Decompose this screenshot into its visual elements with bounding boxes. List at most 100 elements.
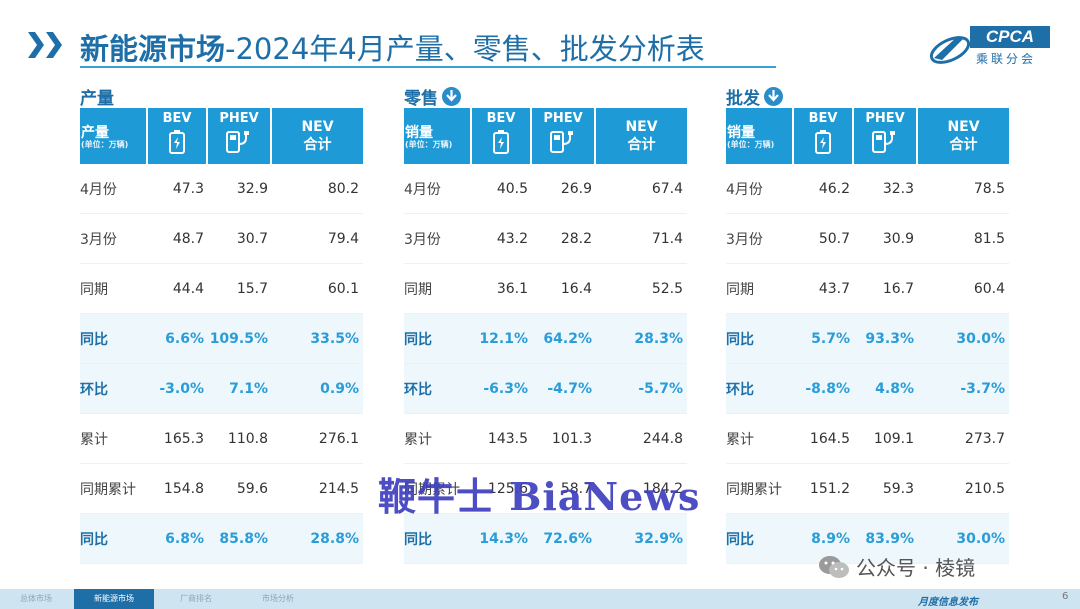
header-unit: (单位：万辆): [81, 140, 129, 149]
header-metric: 销量 (单位：万辆): [726, 108, 794, 164]
cell-nev: 184.2: [596, 464, 687, 514]
cell-bev: 5.7%: [794, 314, 854, 364]
cell-phev: 110.8: [208, 414, 272, 464]
page-title-bold: 新能源市场: [80, 32, 226, 66]
cell-nev: 276.1: [272, 414, 363, 464]
cell-bev: 8.9%: [794, 514, 854, 564]
row-label: 同期累计: [726, 464, 794, 514]
panel-title-text: 批发: [726, 88, 760, 109]
cell-bev: 143.5: [472, 414, 532, 464]
row-label: 累计: [726, 414, 794, 464]
footer-nav: 总体市场 新能源市场 厂商排名 市场分析 月度信息发布 6: [0, 589, 1080, 609]
panel-title: 批发: [726, 84, 1009, 109]
footer-tab-overall[interactable]: 总体市场: [20, 594, 52, 603]
cell-nev: 28.3%: [596, 314, 687, 364]
header-nev-bottom: 合计: [949, 137, 978, 153]
panel-title-text: 零售: [404, 88, 438, 109]
cell-phev: 26.9: [532, 164, 596, 214]
cell-bev: 43.2: [472, 214, 532, 264]
table-row: 累计 143.5 101.3 244.8: [404, 414, 687, 464]
table-row: 环比 -6.3% -4.7% -5.7%: [404, 364, 687, 414]
table-row: 环比 -3.0% 7.1% 0.9%: [80, 364, 363, 414]
cell-nev: 60.4: [918, 264, 1009, 314]
footer-release: 月度信息发布: [918, 597, 978, 608]
cell-phev: 32.9: [208, 164, 272, 214]
header-unit: (单位：万辆): [405, 140, 453, 149]
page-title-rest: -2024年4月产量、零售、批发分析表: [225, 32, 705, 66]
cell-bev: 44.4: [148, 264, 208, 314]
cell-phev: 109.5%: [208, 314, 272, 364]
row-label: 4月份: [80, 164, 148, 214]
cell-bev: 12.1%: [472, 314, 532, 364]
hybrid-charger-icon: [226, 131, 249, 153]
cell-bev: -3.0%: [148, 364, 208, 414]
arrow-down-icon[interactable]: [764, 86, 783, 106]
header-nev-bottom: 合计: [303, 137, 332, 153]
battery-icon: [169, 130, 185, 154]
cell-nev: 32.9%: [596, 514, 687, 564]
panel-title: 产量: [80, 84, 363, 109]
cell-bev: -6.3%: [472, 364, 532, 414]
cell-phev: 72.6%: [532, 514, 596, 564]
cell-phev: 30.9: [854, 214, 918, 264]
row-label: 环比: [404, 364, 472, 414]
cell-phev: 30.7: [208, 214, 272, 264]
cell-bev: 47.3: [148, 164, 208, 214]
table-row: 累计 165.3 110.8 276.1: [80, 414, 363, 464]
arrow-down-icon[interactable]: [442, 86, 461, 106]
table-row: 同比 5.7% 93.3% 30.0%: [726, 314, 1009, 364]
header-metric-label: 产量: [81, 125, 109, 141]
footer-tab-ranking[interactable]: 厂商排名: [180, 594, 212, 603]
table-row: 4月份 46.2 32.3 78.5: [726, 164, 1009, 214]
table-row: 同期累计 154.8 59.6 214.5: [80, 464, 363, 514]
table-row: 同比 6.8% 85.8% 28.8%: [80, 514, 363, 564]
header-bev-label: BEV: [162, 111, 192, 126]
table-row: 同期累计 151.2 59.3 210.5: [726, 464, 1009, 514]
header-bev-label: BEV: [808, 111, 838, 126]
watermark: 鞭牛士 BiaNews: [378, 474, 701, 519]
header-metric-label: 销量: [727, 125, 755, 141]
header-bev: BEV: [472, 108, 532, 164]
cell-nev: 30.0%: [918, 514, 1009, 564]
header-nev-bottom: 合计: [627, 137, 656, 153]
title-underline: [80, 66, 776, 68]
header-phev-label: PHEV: [219, 111, 259, 126]
row-label: 同比: [404, 314, 472, 364]
data-table: 销量 (单位：万辆) BEV PHEV NEV 合计 4月份 46.2 32.3 78.5 3月份 5…: [726, 108, 1009, 564]
header-bev: BEV: [794, 108, 854, 164]
chevron-right-icon: [28, 32, 44, 58]
cell-phev: 83.9%: [854, 514, 918, 564]
row-label: 同期累计: [404, 464, 472, 514]
cell-nev: 214.5: [272, 464, 363, 514]
panel-2: 批发 销量 (单位：万辆) BEV PHEV NEV 合计 4月份 46.2 32.3 78.5 3月…: [726, 84, 1009, 564]
cell-phev: 64.2%: [532, 314, 596, 364]
cell-bev: -8.8%: [794, 364, 854, 414]
cell-nev: 67.4: [596, 164, 687, 214]
cell-bev: 40.5: [472, 164, 532, 214]
row-label: 同期累计: [80, 464, 148, 514]
row-label: 同期: [726, 264, 794, 314]
cell-phev: 32.3: [854, 164, 918, 214]
table-row: 同比 12.1% 64.2% 28.3%: [404, 314, 687, 364]
cell-phev: 59.3: [854, 464, 918, 514]
cell-phev: 59.6: [208, 464, 272, 514]
table-row: 4月份 47.3 32.9 80.2: [80, 164, 363, 214]
logo-text: CPCA: [970, 26, 1050, 48]
cell-bev: 14.3%: [472, 514, 532, 564]
table-row: 同期 36.1 16.4 52.5: [404, 264, 687, 314]
footer-tab-analysis[interactable]: 市场分析: [262, 594, 294, 603]
table-row: 环比 -8.8% 4.8% -3.7%: [726, 364, 1009, 414]
header-phev: PHEV: [532, 108, 596, 164]
header-metric: 产量 (单位：万辆): [80, 108, 148, 164]
panel-title: 零售: [404, 84, 687, 109]
cell-bev: 164.5: [794, 414, 854, 464]
footer-tab-nev[interactable]: 新能源市场: [74, 589, 154, 609]
cell-bev: 43.7: [794, 264, 854, 314]
wechat-icon: [819, 555, 849, 578]
row-label: 同比: [726, 514, 794, 564]
row-label: 同比: [726, 314, 794, 364]
chevron-right-icon: [46, 32, 62, 58]
cell-phev: 16.7: [854, 264, 918, 314]
cell-phev: 85.8%: [208, 514, 272, 564]
cell-nev: 273.7: [918, 414, 1009, 464]
